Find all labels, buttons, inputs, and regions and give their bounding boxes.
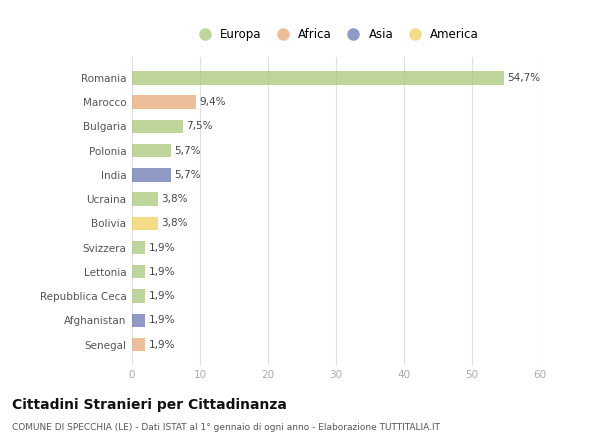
Bar — [132, 71, 504, 84]
Text: 1,9%: 1,9% — [148, 242, 175, 253]
Text: COMUNE DI SPECCHIA (LE) - Dati ISTAT al 1° gennaio di ogni anno - Elaborazione T: COMUNE DI SPECCHIA (LE) - Dati ISTAT al … — [12, 423, 440, 432]
Bar — [132, 216, 158, 230]
Bar — [132, 314, 145, 327]
Bar — [132, 120, 183, 133]
Text: 3,8%: 3,8% — [161, 218, 188, 228]
Bar — [132, 241, 145, 254]
Text: 1,9%: 1,9% — [148, 267, 175, 277]
Bar — [132, 338, 145, 351]
Text: 5,7%: 5,7% — [174, 170, 200, 180]
Text: 9,4%: 9,4% — [199, 97, 226, 107]
Legend: Europa, Africa, Asia, America: Europa, Africa, Asia, America — [188, 23, 484, 45]
Text: 1,9%: 1,9% — [148, 315, 175, 325]
Text: 3,8%: 3,8% — [161, 194, 188, 204]
Bar — [132, 144, 171, 157]
Text: 1,9%: 1,9% — [148, 340, 175, 349]
Bar — [132, 290, 145, 303]
Bar — [132, 192, 158, 206]
Text: 1,9%: 1,9% — [148, 291, 175, 301]
Text: 54,7%: 54,7% — [508, 73, 541, 83]
Text: 5,7%: 5,7% — [174, 146, 200, 156]
Text: 7,5%: 7,5% — [187, 121, 213, 132]
Bar — [132, 168, 171, 182]
Text: Cittadini Stranieri per Cittadinanza: Cittadini Stranieri per Cittadinanza — [12, 398, 287, 412]
Bar — [132, 265, 145, 279]
Bar — [132, 95, 196, 109]
